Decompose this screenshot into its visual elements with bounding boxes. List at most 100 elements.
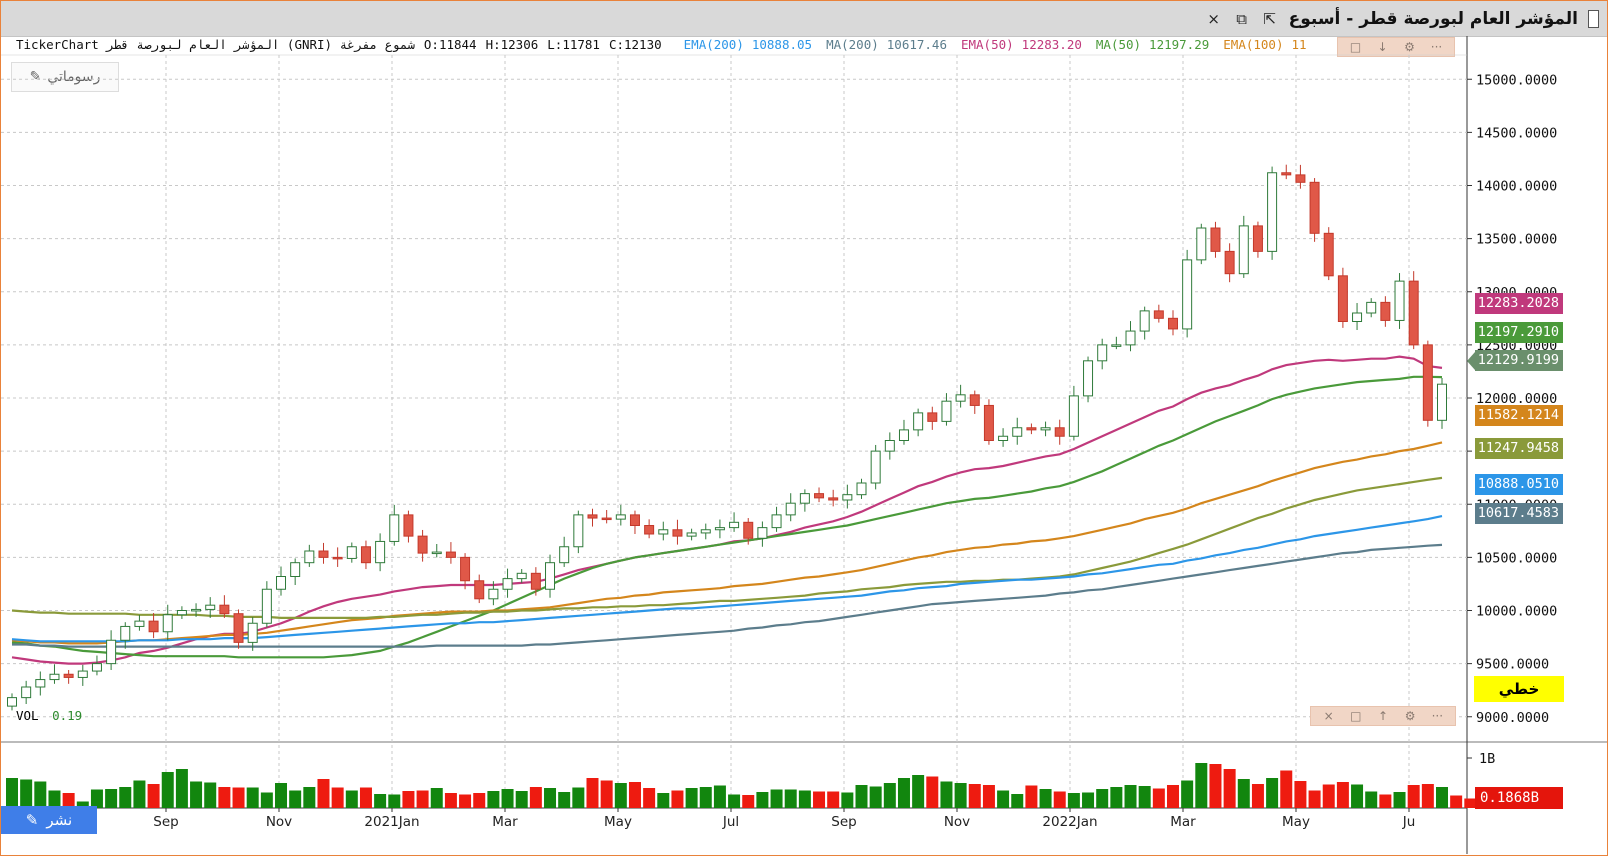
indicator-value: 10888.05 xyxy=(751,37,813,52)
more-icon[interactable]: ··· xyxy=(1430,40,1443,54)
candle-body xyxy=(1012,427,1023,437)
candle-body xyxy=(686,532,697,537)
indicator-name: MA(200) xyxy=(826,37,879,52)
ma-line xyxy=(11,476,1443,620)
close-icon[interactable]: × xyxy=(1207,10,1220,28)
volume-bar xyxy=(1436,787,1448,808)
volume-settings-icon[interactable]: ⚙ xyxy=(1404,709,1416,723)
indicator-name: EMA(100) xyxy=(1223,37,1284,52)
volume-more-icon[interactable]: ··· xyxy=(1431,709,1444,723)
close-value: C:12130 xyxy=(608,37,662,52)
candle-body xyxy=(106,639,117,665)
candle-body xyxy=(191,608,202,612)
candle-body xyxy=(884,440,895,452)
candle-body xyxy=(1196,227,1207,261)
volume-bar xyxy=(501,789,514,808)
settings-icon[interactable]: ⚙ xyxy=(1404,40,1415,54)
share-label: نشر xyxy=(46,811,73,829)
candle-body xyxy=(1295,174,1306,183)
title-bar: × ⧉ ⇱ المؤشر العام لبورصة قطر - أسبوع xyxy=(1,1,1607,37)
window-checkbox[interactable] xyxy=(1588,10,1599,28)
volume-bar xyxy=(1280,770,1293,808)
price-tag: 11247.9458 xyxy=(1475,438,1563,459)
volume-bar xyxy=(954,783,967,808)
line-type-button[interactable]: خطي xyxy=(1474,676,1564,702)
share-button[interactable]: ✎ نشر xyxy=(1,806,97,834)
candle-body xyxy=(530,572,541,590)
chart-info-line: TickerChart المؤشر العام لبورصة قطر (GNR… xyxy=(16,37,1330,57)
y-tick-label: 15000.0000 xyxy=(1476,72,1557,88)
current-price-arrow xyxy=(1467,352,1475,370)
maximize-volume-icon[interactable]: □ xyxy=(1350,709,1362,723)
volume-bar xyxy=(699,787,712,808)
arrow-down-icon[interactable]: ↓ xyxy=(1377,40,1388,54)
maximize-panel-icon[interactable]: □ xyxy=(1349,40,1362,54)
volume-bar xyxy=(161,772,174,808)
candle-body xyxy=(474,580,485,600)
candle-body xyxy=(1323,232,1334,277)
restore-icon[interactable]: ⧉ xyxy=(1236,10,1247,28)
volume-bar xyxy=(317,779,330,808)
candle-body xyxy=(431,551,442,555)
candle-body xyxy=(856,482,867,496)
volume-bar xyxy=(1251,784,1264,808)
candle-body xyxy=(7,697,17,707)
my-drawings-button[interactable]: ✎ رسوماتي xyxy=(11,62,119,92)
arrow-up-icon[interactable]: ↑ xyxy=(1377,709,1388,723)
volume-bar xyxy=(869,786,882,808)
volume-bar xyxy=(770,789,783,808)
volume-bar xyxy=(897,778,910,808)
volume-bar xyxy=(62,793,75,808)
volume-current-tag: 0.1868B xyxy=(1475,787,1563,809)
volume-bar xyxy=(444,793,457,808)
volume-bar xyxy=(1223,769,1236,808)
chart-panel-controls: □ ↓ ⚙ ··· xyxy=(1337,37,1455,57)
candle-body xyxy=(360,546,371,564)
price-chart[interactable]: 15000.0000 14500.0000 14000.0000 13500.0000… xyxy=(1,36,1607,854)
candle-body xyxy=(290,562,301,577)
candle-body xyxy=(700,529,711,534)
volume-bar xyxy=(855,785,868,808)
volume-bar xyxy=(1110,787,1123,808)
candle-body xyxy=(35,679,46,688)
volume-bar xyxy=(90,789,103,808)
volume-bar xyxy=(1053,791,1066,808)
volume-bar xyxy=(982,785,995,808)
volume-bar xyxy=(713,785,726,808)
candle-body xyxy=(998,435,1009,441)
candle-body xyxy=(148,620,159,633)
indicator-value: 12197.29 xyxy=(1149,37,1210,52)
volume-bar xyxy=(685,788,698,808)
volume-bar xyxy=(997,790,1010,808)
candle-body xyxy=(318,550,329,558)
volume-bar xyxy=(529,787,542,808)
volume-bar xyxy=(912,775,925,808)
volume-bar xyxy=(1025,785,1038,808)
indicator-name: EMA(50) xyxy=(960,37,1014,52)
volume-bar xyxy=(388,794,401,808)
volume-bar xyxy=(657,793,670,808)
candle-body xyxy=(77,670,88,678)
volume-bar xyxy=(1152,788,1165,808)
candle-body xyxy=(1394,280,1405,321)
volume-value: 0.19 xyxy=(52,708,83,723)
candle-body xyxy=(247,622,258,643)
volume-bar xyxy=(473,793,486,808)
y-tick-label: 9000.0000 xyxy=(1476,710,1549,726)
candle-body xyxy=(63,673,74,678)
price-tag: 11582.1214 xyxy=(1475,405,1563,426)
volume-bar xyxy=(1067,793,1080,808)
candle-body xyxy=(814,493,825,499)
symbol-label: TickerChart المؤشر العام لبورصة قطر (GNR… xyxy=(16,37,415,52)
candle-body xyxy=(658,529,669,535)
popout-icon[interactable]: ⇱ xyxy=(1263,10,1276,28)
volume-label: VOL 0.19 xyxy=(16,708,82,723)
volume-bar xyxy=(1421,784,1434,808)
volume-bar xyxy=(558,792,571,808)
candle-body xyxy=(1182,259,1193,330)
y-tick-label: 14500.0000 xyxy=(1476,125,1557,141)
volume-bar xyxy=(586,778,599,808)
indicator-name: EMA(200) xyxy=(683,37,744,52)
close-panel-icon[interactable]: × xyxy=(1323,709,1334,723)
volume-bar xyxy=(246,787,259,808)
